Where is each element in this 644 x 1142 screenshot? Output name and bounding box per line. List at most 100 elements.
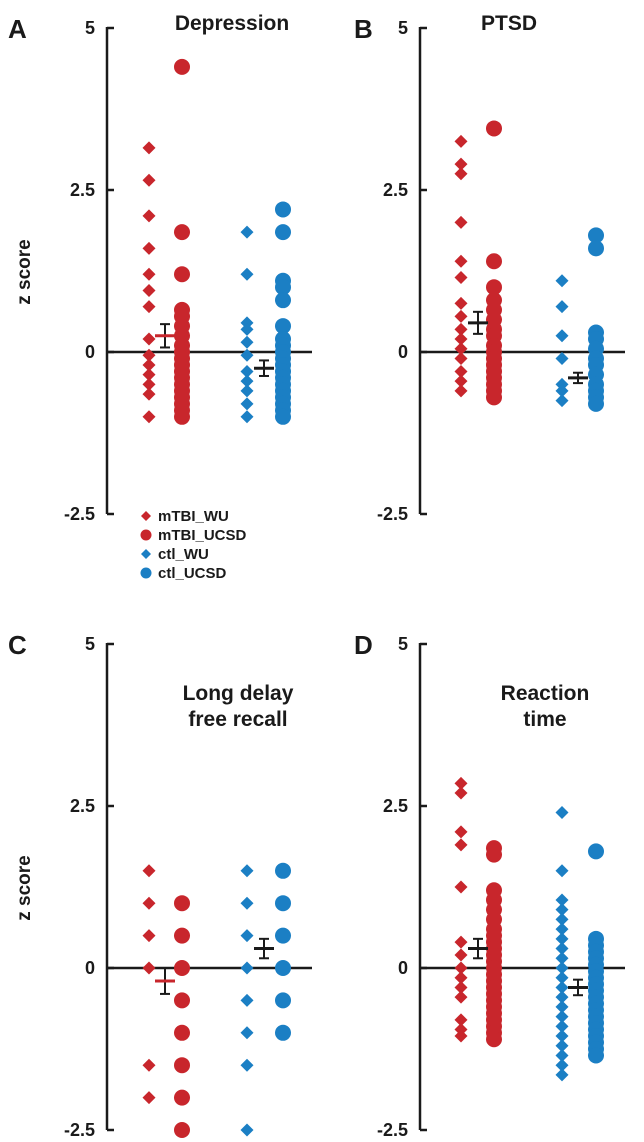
- data-point-ctl-wu: [555, 1068, 569, 1082]
- mean-sem-marker-ctl: [254, 359, 274, 377]
- data-point-ctl-wu: [240, 864, 254, 878]
- chart-title: time: [523, 708, 566, 731]
- data-point-mtbi-wu: [454, 971, 468, 985]
- data-point-ctl-wu: [240, 384, 254, 398]
- data-point-mtbi-wu: [454, 157, 468, 171]
- legend-item-mtbi-wu: mTBI_WU: [141, 508, 229, 525]
- data-point-ctl-wu: [555, 805, 569, 819]
- mean-sem-marker-mtbi: [468, 310, 488, 335]
- data-point-mtbi-ucsd: [174, 1057, 190, 1074]
- data-point-mtbi-ucsd: [174, 1089, 190, 1106]
- data-point-mtbi-wu: [142, 410, 156, 424]
- data-point-mtbi-wu: [454, 254, 468, 268]
- panel-letter: D: [354, 630, 373, 660]
- data-point-mtbi-wu: [454, 990, 468, 1004]
- data-point-ctl-wu: [240, 267, 254, 281]
- data-point-mtbi-ucsd: [174, 58, 190, 75]
- data-point-ctl-wu: [240, 225, 254, 239]
- data-point-ctl-wu: [555, 274, 569, 288]
- chart-title: Reaction: [501, 682, 590, 705]
- data-point-mtbi-wu: [454, 351, 468, 365]
- data-point-ctl-wu: [555, 903, 569, 917]
- legend-label: ctl_UCSD: [158, 565, 227, 582]
- data-point-ctl-wu: [555, 922, 569, 936]
- data-point-ctl-ucsd: [588, 843, 604, 860]
- y-tick-label: -2.5: [64, 504, 95, 524]
- y-axis-label: z score: [14, 239, 35, 304]
- legend-label: mTBI_UCSD: [158, 527, 247, 544]
- data-point-mtbi-wu: [454, 296, 468, 310]
- data-point-mtbi-wu: [454, 825, 468, 839]
- data-point-mtbi-wu: [454, 374, 468, 388]
- y-tick-label: 0: [398, 958, 408, 978]
- data-point-mtbi-wu: [142, 1058, 156, 1072]
- mean-sem-marker-mtbi: [468, 937, 488, 960]
- data-point-ctl-ucsd: [275, 927, 291, 944]
- data-point-mtbi-wu: [454, 980, 468, 994]
- y-tick-label: 2.5: [383, 180, 408, 200]
- data-point-ctl-wu: [555, 980, 569, 994]
- data-point-mtbi-wu: [454, 215, 468, 229]
- data-point-mtbi-wu: [142, 864, 156, 878]
- data-point-mtbi-wu: [454, 384, 468, 398]
- data-point-mtbi-wu: [454, 332, 468, 346]
- y-tick-label: 5: [398, 634, 408, 654]
- data-point-mtbi-ucsd: [486, 120, 502, 137]
- data-point-mtbi-ucsd: [174, 927, 190, 944]
- data-point-ctl-wu: [240, 896, 254, 910]
- data-point-mtbi-wu: [142, 929, 156, 943]
- data-point-ctl-wu: [555, 1048, 569, 1062]
- data-point-ctl-wu: [555, 300, 569, 314]
- data-point-ctl-wu: [555, 990, 569, 1004]
- legend-marker: [140, 567, 152, 579]
- legend-marker: [140, 529, 152, 541]
- data-point-ctl-ucsd: [275, 862, 291, 879]
- data-point-ctl-ucsd: [275, 224, 291, 241]
- data-point-ctl-wu: [555, 893, 569, 907]
- data-point-mtbi-wu: [454, 134, 468, 148]
- data-point-ctl-wu: [240, 1026, 254, 1040]
- data-point-ctl-wu: [555, 1000, 569, 1014]
- data-point-mtbi-ucsd: [174, 1122, 190, 1138]
- data-point-mtbi-ucsd: [174, 895, 190, 912]
- chart-title: Depression: [175, 12, 289, 35]
- data-point-mtbi-wu: [142, 241, 156, 255]
- data-point-mtbi-wu: [142, 961, 156, 975]
- data-point-ctl-wu: [240, 374, 254, 388]
- data-point-mtbi-wu: [454, 838, 468, 852]
- legend-marker: [141, 549, 151, 559]
- mean-sem-marker-ctl: [568, 978, 588, 997]
- data-point-ctl-wu: [240, 397, 254, 411]
- data-point-ctl-wu: [555, 942, 569, 956]
- data-point-ctl-wu: [555, 951, 569, 965]
- data-point-ctl-wu: [555, 1019, 569, 1033]
- y-tick-label: -2.5: [377, 504, 408, 524]
- data-point-mtbi-wu: [454, 1029, 468, 1043]
- y-tick-label: 5: [85, 18, 95, 38]
- legend-item-mtbi-ucsd: mTBI_UCSD: [140, 527, 247, 544]
- data-point-mtbi-wu: [142, 377, 156, 391]
- data-point-ctl-wu: [555, 912, 569, 926]
- data-point-ctl-wu: [555, 932, 569, 946]
- data-point-mtbi-ucsd: [174, 992, 190, 1009]
- data-point-mtbi-wu: [142, 348, 156, 362]
- data-point-mtbi-wu: [454, 270, 468, 284]
- data-point-ctl-ucsd: [275, 1024, 291, 1041]
- data-point-mtbi-wu: [454, 935, 468, 949]
- chart-title: free recall: [188, 708, 287, 731]
- data-point-mtbi-ucsd: [486, 846, 502, 863]
- data-point-mtbi-ucsd: [174, 266, 190, 283]
- mean-sem-marker-ctl: [254, 937, 274, 960]
- data-point-mtbi-wu: [454, 776, 468, 790]
- legend-item-ctl-wu: ctl_WU: [141, 546, 209, 563]
- data-point-ctl-wu: [555, 329, 569, 343]
- data-point-mtbi-wu: [142, 332, 156, 346]
- legend: mTBI_WU mTBI_UCSD ctl_WU ctl_UCSD: [140, 508, 247, 582]
- data-point-ctl-ucsd: [275, 960, 291, 976]
- data-point-ctl-wu: [555, 1039, 569, 1053]
- data-point-ctl-wu: [555, 351, 569, 365]
- data-point-ctl-wu: [555, 1058, 569, 1072]
- data-point-ctl-wu: [555, 864, 569, 878]
- y-tick-label: 2.5: [70, 796, 95, 816]
